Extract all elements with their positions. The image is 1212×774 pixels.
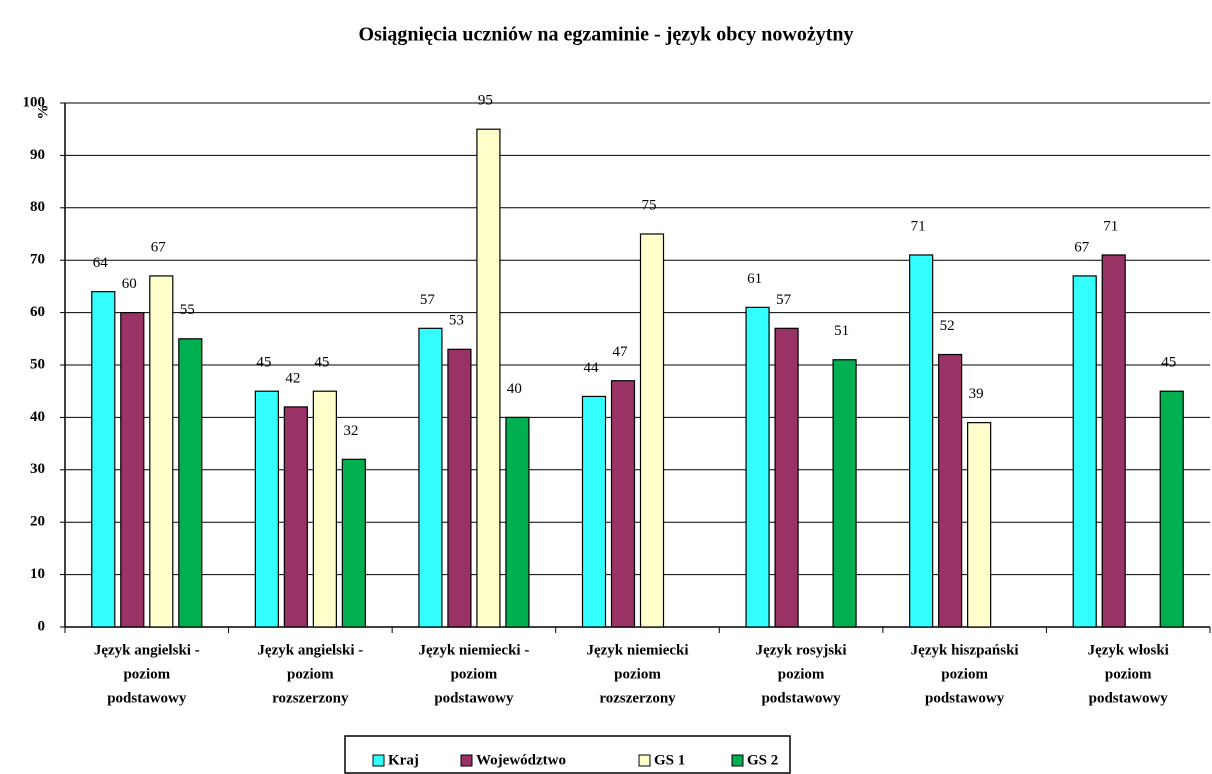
y-tick-label: 90 <box>30 147 45 163</box>
bar <box>581 395 607 628</box>
bar <box>832 359 857 628</box>
bar <box>254 390 279 628</box>
x-tick-label: podstawowy <box>107 690 187 706</box>
x-tick-label: Język niemiecki <box>586 642 688 658</box>
value-label: 55 <box>180 302 195 318</box>
y-tick-label: 50 <box>30 356 45 372</box>
legend-swatch <box>638 754 651 767</box>
value-label: 45 <box>1161 355 1176 371</box>
x-tick-label: Język angielski - <box>94 642 200 658</box>
bar <box>149 275 174 628</box>
value-label: 57 <box>776 292 792 308</box>
value-label: 57 <box>420 292 436 308</box>
x-tick-label: podstawowy <box>925 690 1005 706</box>
value-label: 39 <box>969 386 984 402</box>
bar <box>447 348 472 628</box>
legend-swatch <box>460 754 473 767</box>
legend-swatch <box>731 754 744 767</box>
y-tick-label: 100 <box>23 94 46 110</box>
y-axis-label: % <box>35 105 51 120</box>
x-tick-label: podstawowy <box>1089 690 1169 706</box>
bar <box>91 291 116 628</box>
bar <box>610 380 636 628</box>
bar <box>341 458 366 628</box>
value-label: 71 <box>1103 218 1118 234</box>
y-tick-label: 0 <box>38 618 46 634</box>
y-tick-label: 60 <box>30 304 45 320</box>
value-label: 40 <box>507 381 522 397</box>
value-label: 95 <box>478 93 493 109</box>
value-label: 51 <box>834 323 849 339</box>
value-label: 60 <box>122 276 137 292</box>
x-tick-label: Język niemiecki - <box>419 642 530 658</box>
legend-label: Województwo <box>476 752 566 768</box>
bar <box>967 422 992 628</box>
value-label: 75 <box>642 197 657 213</box>
y-tick-label: 40 <box>30 409 45 425</box>
x-tick-label: Język angielski - <box>257 642 363 658</box>
x-tick-label: Język rosyjski <box>756 642 847 658</box>
value-label: 44 <box>584 360 600 376</box>
bar <box>505 416 530 628</box>
x-tick-label: rozszerzony <box>272 690 349 706</box>
x-tick-label: podstawowy <box>434 690 514 706</box>
bar <box>639 233 665 628</box>
value-label: 71 <box>911 218 926 234</box>
bar <box>1159 390 1184 628</box>
bar <box>418 327 443 628</box>
value-label: 67 <box>1074 239 1090 255</box>
bar <box>120 312 145 628</box>
legend-box <box>344 735 791 774</box>
x-tick-label: poziom <box>123 666 170 682</box>
y-tick-label: 20 <box>30 514 45 530</box>
x-tick-label: Język hiszpański <box>911 642 1019 658</box>
value-label: 67 <box>151 239 167 255</box>
bar <box>745 306 770 628</box>
x-tick-label: poziom <box>451 666 498 682</box>
legend-label: GS 2 <box>747 752 778 768</box>
value-label: 42 <box>285 370 300 386</box>
legend-label: Kraj <box>388 752 419 768</box>
x-tick-label: podstawowy <box>761 690 841 706</box>
bar <box>312 390 337 628</box>
y-tick-label: 70 <box>30 252 45 268</box>
x-tick-label: poziom <box>614 666 661 682</box>
chart-title: Osiągnięcia uczniów na egzaminie - język… <box>359 24 854 46</box>
value-label: 45 <box>314 355 329 371</box>
x-tick-label: Język włoski <box>1088 642 1169 658</box>
value-label: 64 <box>93 255 109 271</box>
bar <box>774 327 799 628</box>
x-tick-label: poziom <box>778 666 825 682</box>
value-label: 53 <box>449 313 464 329</box>
bar <box>178 338 203 628</box>
bar <box>938 353 963 628</box>
x-tick-label: poziom <box>941 666 988 682</box>
bar <box>1072 275 1097 628</box>
x-tick-label: rozszerzony <box>599 690 676 706</box>
x-tick-label: poziom <box>287 666 334 682</box>
value-label: 32 <box>343 423 358 439</box>
value-label: 52 <box>940 318 955 334</box>
bar <box>283 406 308 628</box>
y-tick-label: 10 <box>30 566 45 582</box>
y-tick-label: 80 <box>30 199 45 215</box>
x-tick-label: poziom <box>1105 666 1152 682</box>
bar <box>909 254 934 628</box>
bar <box>1101 254 1126 628</box>
legend-swatch <box>372 754 385 767</box>
y-tick-label: 30 <box>30 461 45 477</box>
value-label: 61 <box>747 271 762 287</box>
value-label: 47 <box>613 344 629 360</box>
value-label: 45 <box>256 355 271 371</box>
bar <box>476 128 501 628</box>
legend-label: GS 1 <box>654 752 685 768</box>
